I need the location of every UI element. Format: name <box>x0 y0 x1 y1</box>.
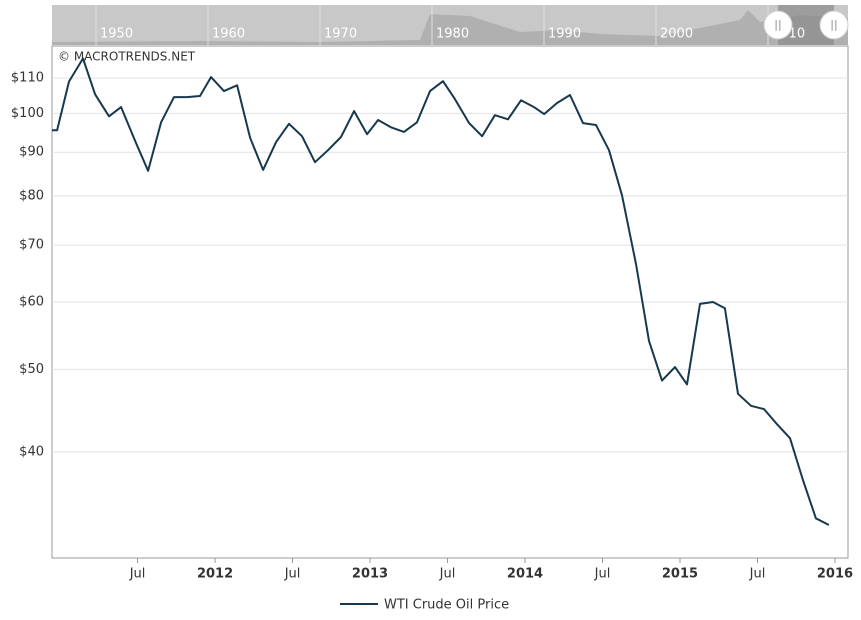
x-tick-label: 2016 <box>817 567 853 582</box>
y-tick-label: $70 <box>19 238 44 253</box>
y-tick-label: $50 <box>19 362 44 377</box>
y-tick-label: $90 <box>19 145 44 160</box>
y-tick-label: $100 <box>11 106 44 121</box>
handle-grip: || <box>774 18 781 31</box>
x-tick-label: 2012 <box>197 567 233 582</box>
y-tick-label: $110 <box>11 71 44 86</box>
x-tick-label: Jul <box>284 567 301 582</box>
x-tick-label: 2013 <box>352 567 388 582</box>
y-tick-label: $60 <box>19 295 44 310</box>
navigator-handle[interactable] <box>763 10 793 40</box>
x-tick-label: Jul <box>439 567 456 582</box>
y-tick-label: $40 <box>19 444 44 459</box>
legend-label[interactable]: WTI Crude Oil Price <box>384 598 509 613</box>
navigator[interactable] <box>52 5 848 45</box>
series-line <box>52 57 830 526</box>
navigator-label: 1950 <box>100 27 133 42</box>
x-tick-label: Jul <box>594 567 611 582</box>
navigator-label: 2000 <box>660 27 693 42</box>
navigator-label: 1990 <box>548 27 581 42</box>
x-tick-label: 2015 <box>662 567 698 582</box>
x-tick-label: Jul <box>129 567 146 582</box>
x-tick-label: Jul <box>749 567 766 582</box>
navigator-label: 1980 <box>436 27 469 42</box>
navigator-handle[interactable] <box>819 10 849 40</box>
navigator-label: 1970 <box>324 27 357 42</box>
x-tick-label: 2014 <box>507 567 543 582</box>
navigator-area <box>52 10 848 45</box>
navigator-label: 1960 <box>212 27 245 42</box>
watermark: © MACROTRENDS.NET <box>58 50 196 64</box>
handle-grip: || <box>830 18 837 31</box>
y-tick-label: $80 <box>19 188 44 203</box>
